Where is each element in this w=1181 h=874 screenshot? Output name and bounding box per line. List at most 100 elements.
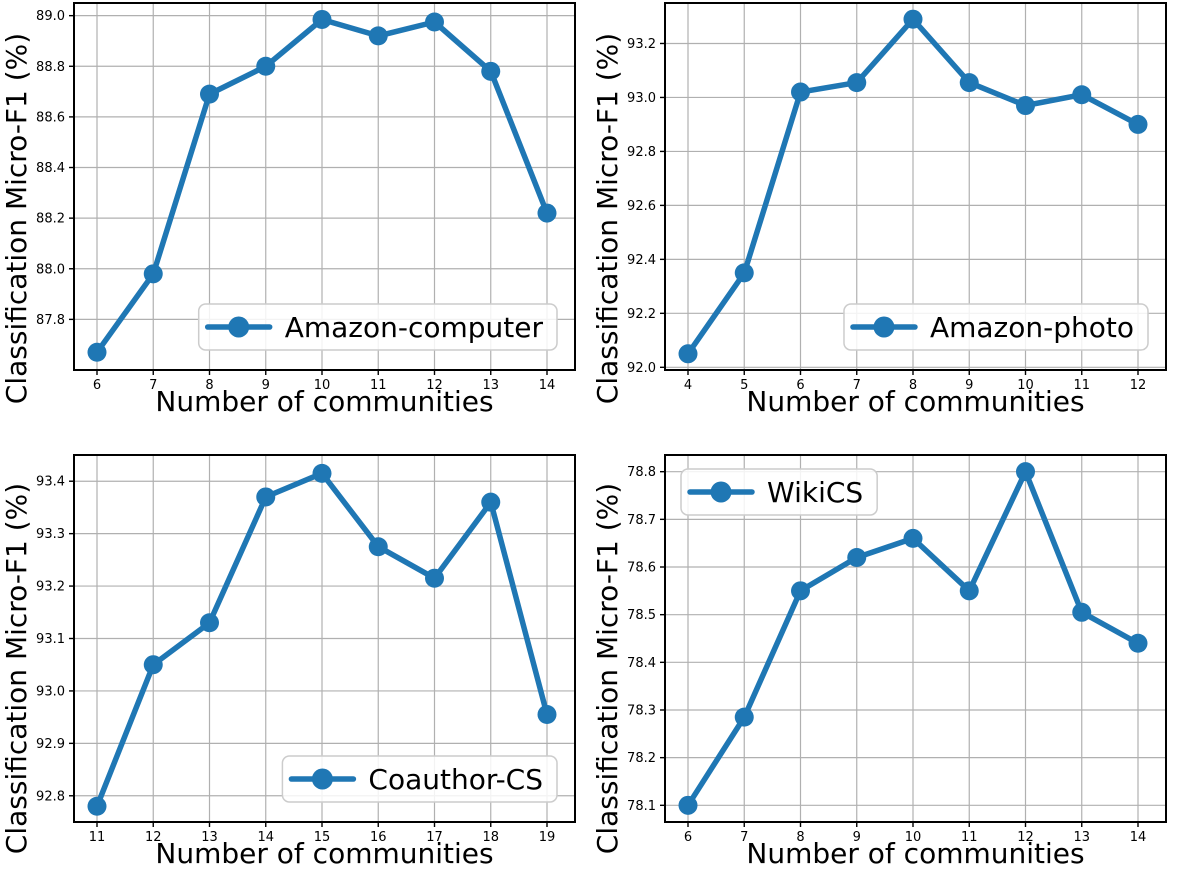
axis-ticks: [660, 470, 1139, 827]
series-markers: [678, 462, 1148, 815]
legend: Coauthor-CS: [281, 755, 558, 803]
x-tick-label: 15: [314, 830, 331, 845]
x-axis-label: Number of communities: [155, 837, 493, 870]
x-tick-label: 11: [961, 830, 978, 845]
y-tick-label: 92.2: [627, 307, 656, 322]
data-point: [200, 613, 219, 633]
chart-amazon-computer: 6 7 8 9 10 11 12 13 14 87.8 88.0 88.2 88.4 88.6 88.8 89…: [0, 0, 590, 437]
y-tick-label: 92.8: [36, 789, 65, 804]
data-point: [312, 9, 332, 29]
data-point: [847, 73, 867, 93]
y-tick-label: 88.0: [36, 262, 65, 277]
data-point: [678, 344, 698, 364]
series-markers: [87, 463, 557, 816]
data-point: [734, 707, 754, 727]
y-tick-label: 78.7: [627, 513, 656, 528]
plot-border: [664, 454, 1167, 823]
data-point: [537, 705, 557, 725]
legend-box: [843, 303, 1149, 351]
legend-label: Coauthor-CS: [368, 763, 543, 796]
y-tick-label: 89.0: [36, 9, 65, 24]
y-tick-label: 93.3: [36, 527, 65, 542]
data-point: [481, 61, 501, 81]
y-tick-label: 93.2: [627, 37, 656, 52]
x-tick-label: 18: [482, 830, 499, 845]
y-tick-label: 87.8: [36, 313, 65, 328]
data-point: [1016, 462, 1035, 482]
x-axis-label: Number of communities: [746, 837, 1084, 870]
x-tick-label: 11: [1073, 378, 1090, 393]
legend-marker-sample: [228, 316, 250, 338]
x-tick-label: 10: [905, 830, 922, 845]
y-tick-label: 92.0: [627, 361, 656, 376]
data-point: [791, 581, 810, 601]
x-tick-label: 6: [796, 378, 804, 393]
x-tick-label: 6: [93, 378, 101, 393]
y-tick-label: 78.2: [627, 751, 656, 766]
data-point: [256, 56, 276, 76]
tick-labels: 11 12 13 14 15 16 17 18 19 92.8 92.9 93.0 93.1 93.2 93…: [36, 475, 555, 845]
legend: Amazon-computer: [197, 303, 558, 351]
axis-ticks: [660, 42, 1139, 375]
data-point: [200, 84, 219, 104]
data-point: [481, 492, 501, 512]
y-axis-label: Classification Micro-F1 (%): [591, 33, 624, 404]
x-tick-label: 10: [1017, 378, 1034, 393]
y-tick-label: 78.6: [627, 561, 656, 576]
y-tick-label: 93.0: [627, 91, 656, 106]
y-tick-label: 88.4: [36, 161, 65, 176]
legend-label: Amazon-computer: [285, 311, 544, 344]
x-tick-label: 9: [853, 830, 861, 845]
data-point: [256, 487, 276, 507]
x-tick-label: 4: [684, 378, 692, 393]
legend-box: [281, 755, 558, 803]
data-point: [143, 264, 163, 284]
y-tick-label: 92.8: [627, 145, 656, 160]
x-tick-label: 12: [145, 830, 162, 845]
x-tick-label: 9: [262, 378, 270, 393]
data-point: [847, 547, 867, 567]
legend-marker-sample: [311, 768, 333, 790]
y-tick-label: 92.4: [627, 253, 656, 268]
data-point: [368, 26, 388, 46]
x-tick-label: 11: [89, 830, 106, 845]
y-axis-label: Classification Micro-F1 (%): [0, 33, 33, 404]
series-markers: [87, 9, 557, 362]
legend-label: Amazon-photo: [930, 311, 1134, 344]
data-point: [959, 73, 979, 93]
y-axis-label: Classification Micro-F1 (%): [591, 483, 624, 854]
x-tick-label: 5: [740, 378, 748, 393]
series-markers: [678, 9, 1148, 364]
x-tick-label: 9: [965, 378, 973, 393]
y-tick-label: 88.8: [36, 60, 65, 75]
x-tick-label: 12: [426, 378, 443, 393]
data-point: [903, 528, 923, 548]
plot-border: [73, 2, 576, 371]
x-axis-label: Number of communities: [746, 385, 1084, 418]
y-axis-label: Classification Micro-F1 (%): [0, 483, 33, 854]
legend: WikiCS: [680, 468, 878, 516]
data-point: [1128, 633, 1148, 653]
x-tick-label: 12: [1130, 378, 1147, 393]
x-tick-label: 8: [796, 830, 804, 845]
data-point: [537, 203, 557, 223]
data-point: [1072, 85, 1092, 105]
y-tick-label: 78.1: [627, 799, 656, 814]
legend-marker-sample: [873, 316, 895, 338]
data-point: [1072, 602, 1092, 622]
data-point: [143, 655, 163, 675]
x-tick-label: 14: [257, 830, 274, 845]
legend-box: [680, 468, 878, 516]
y-tick-label: 78.3: [627, 703, 656, 718]
x-tick-label: 7: [740, 830, 748, 845]
data-point: [678, 795, 698, 815]
chart-canvas-amazon-computer: 6 7 8 9 10 11 12 13 14 87.8 88.0 88.2 88.4 88.6 88.8 89…: [0, 2, 576, 418]
tick-labels: 4 5 6 7 8 9 10 11 12 92.0 92.2 92.4 92.6 92.8 93.0 93.2: [627, 37, 1146, 393]
chart-wikics: 6 7 8 9 10 11 12 13 14 78.1 78.2 78.3 78.4 78.5 78.6 78…: [591, 437, 1181, 874]
y-tick-label: 93.2: [36, 580, 65, 595]
x-tick-label: 19: [539, 830, 556, 845]
y-tick-label: 93.1: [36, 632, 65, 647]
axis-ticks: [69, 480, 548, 827]
y-tick-label: 78.5: [627, 608, 656, 623]
